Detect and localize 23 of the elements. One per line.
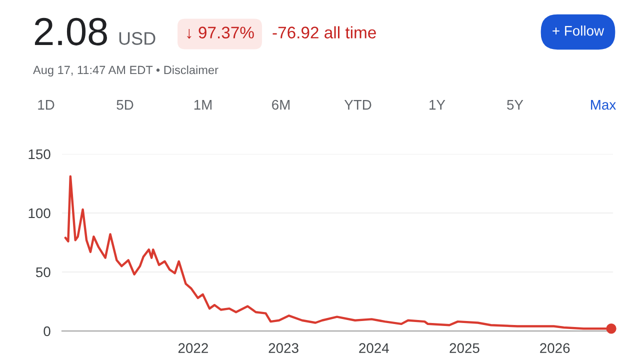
text: YTD [344, 100, 372, 110]
text: 1M [194, 100, 212, 110]
x-tick-label: 2025 [450, 343, 480, 354]
text: + Follow [552, 26, 604, 36]
y-tick-label: 150 [28, 149, 50, 160]
x-tick-label: 2024 [359, 343, 389, 354]
text: 1D [38, 100, 54, 110]
y-tick-label: 100 [28, 208, 50, 218]
text: -76.92 all time [272, 26, 376, 38]
y-tick-label: 0 [44, 326, 50, 336]
text: ↓ 97.37% [187, 26, 254, 39]
text: 1Y [430, 100, 446, 110]
chart-subtitle: USD [119, 32, 156, 45]
text: Max [591, 100, 616, 110]
x-tick-label: 2026 [540, 343, 570, 354]
text: 5Y [507, 100, 524, 110]
chart-title: 2.08 [34, 18, 107, 46]
y-tick-label: 50 [36, 267, 50, 278]
x-tick-label: 2022 [178, 343, 208, 354]
text: 5D [116, 100, 134, 110]
text: Aug 17, 11:47 AM EDT • Disclaimer [33, 65, 218, 76]
text: 6M [272, 100, 290, 110]
x-tick-label: 2023 [268, 343, 298, 354]
